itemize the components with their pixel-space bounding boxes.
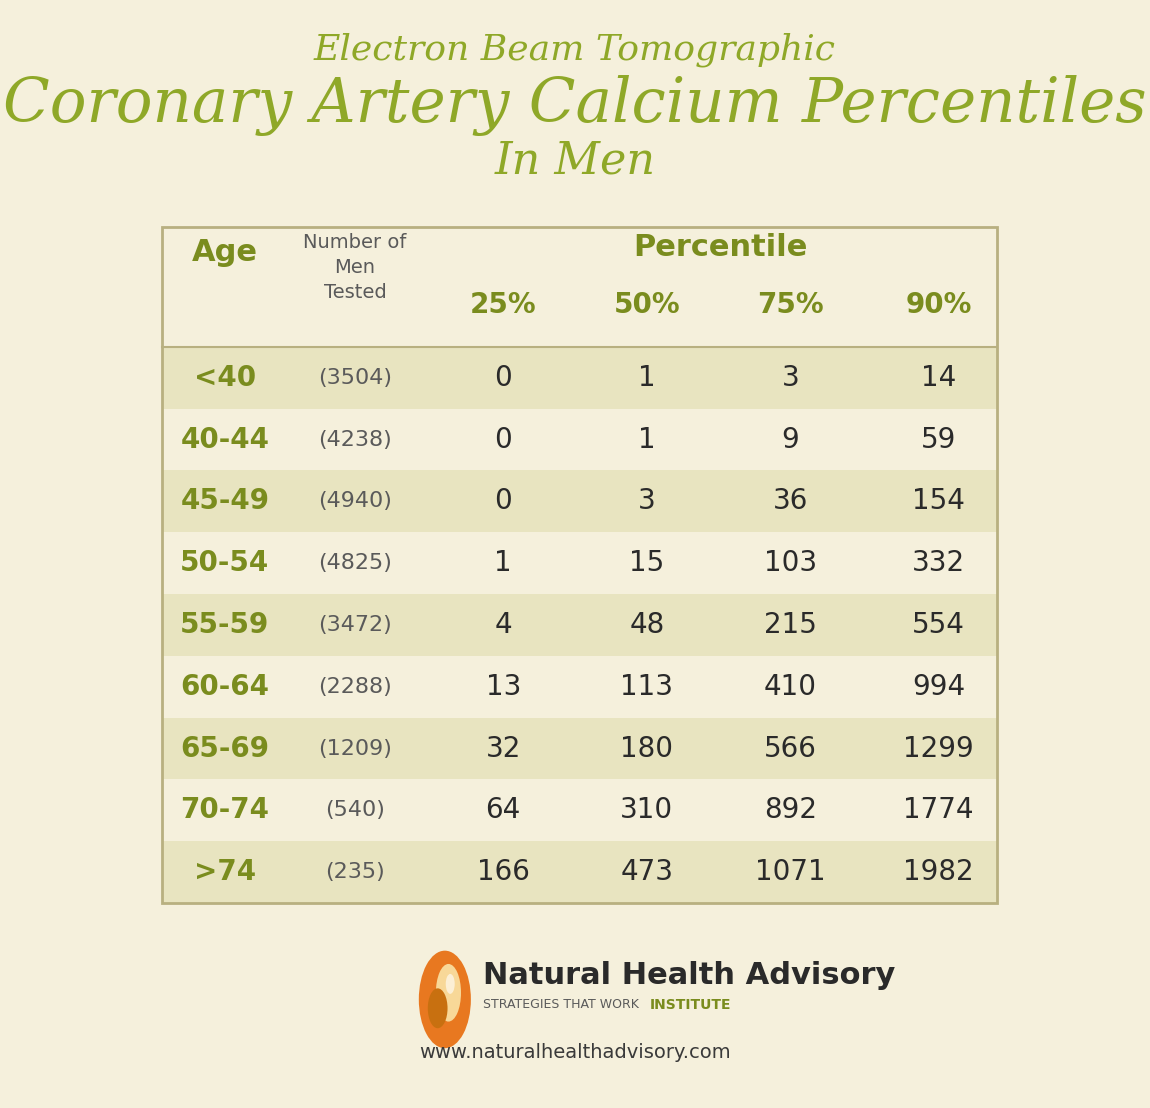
Text: 103: 103 [764, 550, 816, 577]
FancyBboxPatch shape [162, 594, 997, 656]
Text: INSTITUTE: INSTITUTE [650, 998, 731, 1012]
FancyBboxPatch shape [162, 347, 997, 409]
Text: 40-44: 40-44 [181, 425, 269, 453]
Ellipse shape [428, 988, 447, 1028]
Text: 180: 180 [620, 735, 673, 762]
Text: 55-59: 55-59 [181, 611, 269, 639]
Text: 64: 64 [485, 797, 521, 824]
Text: 13: 13 [485, 673, 521, 700]
Text: Coronary Artery Calcium Percentiles: Coronary Artery Calcium Percentiles [3, 74, 1147, 136]
FancyBboxPatch shape [162, 779, 997, 841]
Text: 90%: 90% [905, 291, 972, 319]
Text: 25%: 25% [470, 291, 537, 319]
Ellipse shape [446, 974, 454, 994]
Text: (540): (540) [325, 800, 385, 820]
Text: (2288): (2288) [319, 677, 392, 697]
Text: 310: 310 [620, 797, 674, 824]
Text: 4: 4 [494, 611, 512, 639]
FancyBboxPatch shape [162, 656, 997, 718]
Text: (3472): (3472) [319, 615, 392, 635]
Text: Percentile: Percentile [634, 233, 808, 261]
Text: >74: >74 [194, 858, 256, 886]
Text: 215: 215 [764, 611, 816, 639]
Text: 1299: 1299 [903, 735, 974, 762]
Text: (4238): (4238) [319, 430, 392, 450]
Text: Natural Health Advisory: Natural Health Advisory [483, 961, 895, 989]
Text: In Men: In Men [494, 140, 656, 182]
Text: 45-49: 45-49 [181, 488, 269, 515]
Text: 36: 36 [773, 488, 808, 515]
Text: 332: 332 [912, 550, 965, 577]
Text: 3: 3 [782, 363, 799, 392]
Text: 1: 1 [638, 363, 655, 392]
Text: 892: 892 [764, 797, 816, 824]
Text: 566: 566 [764, 735, 816, 762]
Ellipse shape [436, 964, 461, 1022]
Text: Number of
Men
Tested: Number of Men Tested [304, 233, 407, 301]
Text: (4940): (4940) [319, 491, 392, 511]
Text: STRATEGIES THAT WORK: STRATEGIES THAT WORK [483, 998, 638, 1012]
FancyBboxPatch shape [162, 841, 997, 903]
Text: 166: 166 [477, 858, 530, 886]
Text: Age: Age [192, 238, 258, 267]
Text: 473: 473 [620, 858, 673, 886]
Text: 48: 48 [629, 611, 665, 639]
Text: 0: 0 [494, 425, 512, 453]
Text: 1982: 1982 [903, 858, 974, 886]
Text: www.naturalhealthadvisory.com: www.naturalhealthadvisory.com [420, 1043, 730, 1063]
Text: (3504): (3504) [319, 368, 392, 388]
Text: 3: 3 [638, 488, 655, 515]
Text: (235): (235) [325, 862, 385, 882]
Ellipse shape [419, 951, 470, 1048]
Text: 1: 1 [638, 425, 655, 453]
Text: Electron Beam Tomographic: Electron Beam Tomographic [314, 32, 836, 68]
FancyBboxPatch shape [162, 532, 997, 594]
Text: (1209): (1209) [319, 739, 392, 759]
Text: <40: <40 [194, 363, 256, 392]
Text: (4825): (4825) [319, 553, 392, 573]
Text: 15: 15 [629, 550, 665, 577]
Text: 1071: 1071 [756, 858, 826, 886]
Text: 410: 410 [764, 673, 816, 700]
Text: 1774: 1774 [903, 797, 974, 824]
Text: 154: 154 [912, 488, 965, 515]
Text: 9: 9 [782, 425, 799, 453]
Text: 70-74: 70-74 [181, 797, 269, 824]
Text: 0: 0 [494, 363, 512, 392]
FancyBboxPatch shape [162, 471, 997, 532]
FancyBboxPatch shape [162, 409, 997, 471]
Text: 50-54: 50-54 [181, 550, 269, 577]
FancyBboxPatch shape [162, 718, 997, 779]
Text: 0: 0 [494, 488, 512, 515]
Text: 554: 554 [912, 611, 965, 639]
Text: 75%: 75% [757, 291, 823, 319]
Text: 60-64: 60-64 [181, 673, 269, 700]
Text: 59: 59 [921, 425, 957, 453]
Text: 113: 113 [620, 673, 673, 700]
Text: 994: 994 [912, 673, 965, 700]
Text: 14: 14 [921, 363, 956, 392]
Text: 65-69: 65-69 [181, 735, 269, 762]
Text: 32: 32 [485, 735, 521, 762]
Text: 1: 1 [494, 550, 512, 577]
Text: 50%: 50% [613, 291, 680, 319]
